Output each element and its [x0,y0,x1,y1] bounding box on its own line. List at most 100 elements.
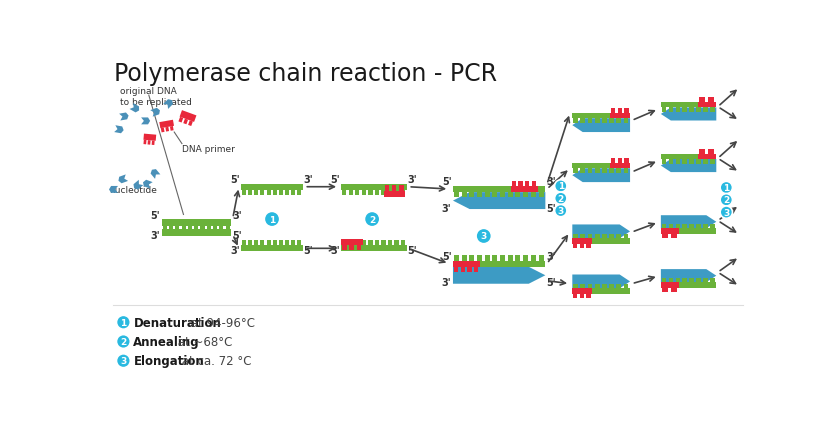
Bar [588,119,592,124]
Circle shape [265,212,280,227]
Text: original DNA
to be replicated: original DNA to be replicated [120,87,192,107]
Bar [610,234,614,239]
Bar [474,267,478,273]
Polygon shape [114,126,124,134]
Bar [573,119,578,124]
Text: Denaturation: Denaturation [134,316,221,329]
Bar [524,193,529,198]
Bar [616,169,621,174]
Bar [610,164,630,169]
Circle shape [720,194,732,207]
Bar [163,227,167,232]
Bar [690,160,694,164]
Bar [342,246,407,252]
Bar [676,278,680,283]
Bar [469,256,474,261]
Bar [703,224,708,229]
Polygon shape [129,104,139,113]
Bar [676,108,680,113]
Text: 3: 3 [481,232,487,241]
Text: 1: 1 [558,182,564,191]
Bar [342,240,347,246]
Text: 3: 3 [558,207,564,216]
Bar [175,227,180,232]
Polygon shape [660,160,716,173]
Bar [241,246,303,252]
Bar [703,108,708,113]
Bar [572,114,630,119]
Bar [595,119,600,124]
Bar [711,108,715,113]
Text: at ~68°C: at ~68°C [174,335,232,348]
Bar [454,193,459,198]
Bar [703,278,708,283]
Bar [573,284,578,289]
Bar [349,191,353,196]
Text: DNA primer: DNA primer [182,144,235,153]
Bar [484,256,489,261]
Bar [699,150,705,154]
Bar [676,160,680,164]
Bar [382,240,386,246]
Bar [255,240,258,246]
Polygon shape [660,216,716,229]
Text: Polymerase chain reaction - PCR: Polymerase chain reaction - PCR [114,62,498,86]
Bar [500,256,505,261]
Circle shape [116,316,130,329]
Text: 3': 3' [546,177,556,187]
Bar [708,98,714,103]
Text: 5': 5' [330,175,340,185]
Bar [669,108,673,113]
Bar [669,278,673,283]
Bar [399,186,403,191]
Bar [241,184,303,191]
Bar [493,193,498,198]
Bar [573,294,578,299]
Bar [242,191,246,196]
Text: at ca. 72 °C: at ca. 72 °C [178,355,251,368]
Bar [181,224,185,230]
Circle shape [554,205,567,217]
Bar [588,284,592,289]
Polygon shape [144,134,156,141]
Bar [624,119,629,124]
Bar [669,224,673,229]
Bar [682,160,687,164]
Bar [610,114,630,119]
Bar [213,224,217,230]
Bar [573,169,578,174]
Bar [454,256,459,261]
Bar [602,119,607,124]
Text: nucleotide: nucleotide [109,186,158,195]
Bar [660,283,716,288]
Bar [477,193,482,198]
Text: 3': 3' [442,278,452,288]
Bar [539,256,544,261]
Text: 2: 2 [120,337,127,346]
Bar [401,191,405,196]
Bar [616,234,621,239]
Bar [515,256,520,261]
Bar [285,191,289,196]
Circle shape [554,193,567,205]
Bar [200,227,205,232]
Bar [225,227,230,232]
Bar [662,234,668,239]
Bar [711,224,715,229]
Bar [573,244,578,249]
Text: Annealing: Annealing [134,335,200,348]
Text: 3': 3' [151,230,160,240]
Polygon shape [188,121,193,127]
Bar [392,186,397,191]
Polygon shape [109,187,118,194]
Text: 3': 3' [330,245,340,255]
Bar [682,108,687,113]
Polygon shape [134,181,144,190]
Bar [602,234,607,239]
Bar [200,224,205,230]
Bar [661,224,666,229]
Bar [266,191,271,196]
Bar [711,160,715,164]
Bar [375,191,379,196]
Bar [624,234,629,239]
